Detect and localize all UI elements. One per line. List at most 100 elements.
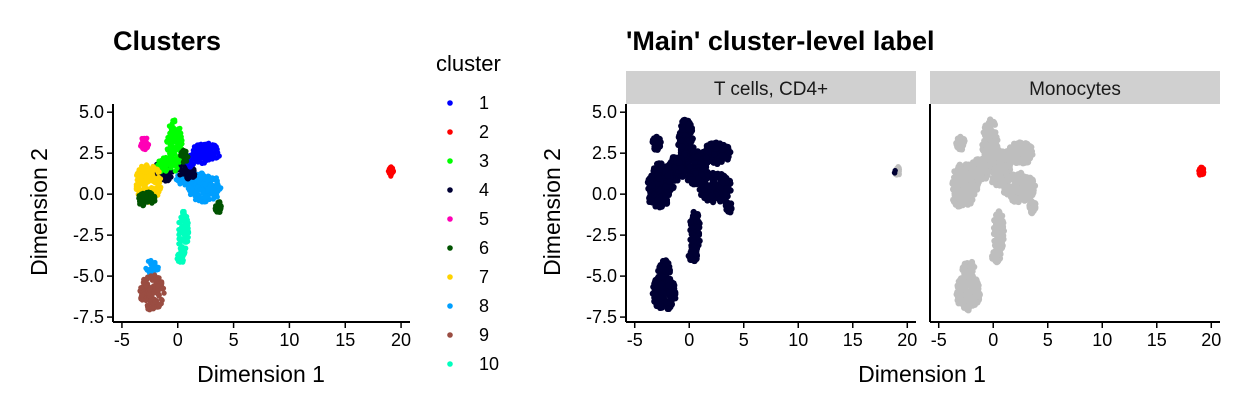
facet-strip-label-t-cells: T cells, CD4+ [714,79,828,100]
point-t-cells [664,305,671,312]
point-background [960,265,968,272]
point-cluster-9 [153,276,159,282]
point-cluster-4 [191,170,197,176]
x-tick-label: 15 [335,330,355,350]
point-cluster-6 [149,199,155,205]
point-background [957,292,965,299]
point-cluster-3 [172,168,178,174]
point-t-cells [694,212,702,219]
point-cluster-7 [134,183,140,190]
point-cluster-8 [148,257,154,264]
point-background [956,164,964,171]
y-tick-label: -5.0 [73,266,104,286]
point-t-cells [725,204,732,211]
point-background [982,175,990,182]
point-cluster-7 [143,180,149,187]
legend-key-7 [447,274,453,280]
point-monocytes [1200,169,1206,175]
x-tick-label: -5 [114,330,130,350]
legend-label-10: 10 [479,354,499,374]
point-t-cells [726,149,733,156]
x-tick-label: 10 [279,330,299,350]
y-tick-label: 0.0 [79,184,104,204]
point-cluster-9 [145,304,151,310]
point-background [993,151,1000,158]
point-background [999,217,1006,225]
point-t-cells [716,196,723,203]
legend-label-6: 6 [479,238,489,258]
point-background [994,223,1001,230]
point-t-cells [685,124,692,132]
point-cluster-4 [165,178,171,184]
point-t-cells [706,183,714,190]
points-facet-t-cells [644,116,903,312]
point-cluster-8 [200,171,206,177]
point-cluster-9 [156,304,162,310]
point-background [1014,150,1021,158]
point-cluster-8 [214,194,220,200]
point-cluster-10 [177,219,183,225]
point-cluster-7 [144,162,150,169]
point-background [960,195,967,203]
y-tick-label: 5.0 [592,102,617,122]
legend-key-9 [447,332,453,338]
point-cluster-8 [152,260,158,267]
point-background [962,303,969,310]
point-background [953,190,960,197]
point-t-cells [655,139,662,146]
point-background [957,133,964,141]
point-cluster-4 [168,174,174,180]
point-t-cells [712,145,720,152]
point-cluster-1 [201,160,207,166]
point-background [974,176,981,184]
x-tick-label: 20 [391,330,411,350]
point-cluster-3 [163,158,169,165]
point-cluster-9 [139,297,145,303]
point-cluster-3 [169,146,175,152]
point-t-cells [720,172,727,179]
point-t-cells [704,148,712,155]
point-cluster-3 [168,129,174,135]
point-cluster-10 [183,230,190,236]
point-background [966,279,973,286]
x-tick-label: 15 [1147,330,1167,350]
point-t-cells [719,142,726,150]
point-background [998,229,1006,236]
point-background [1020,154,1028,161]
x-tick-label: 20 [1201,330,1221,350]
point-t-cells [721,191,729,198]
point-cluster-10 [180,226,186,233]
point-t-cells [652,291,659,298]
x-tick-label: 0 [173,330,183,350]
point-cluster-9 [160,286,166,292]
point-cluster-8 [214,183,220,189]
point-cluster-1 [196,147,202,153]
point-cluster-7 [134,170,140,177]
point-t-cells [708,140,715,147]
point-cluster-1 [187,164,193,170]
point-cluster-9 [155,283,161,289]
y-axis-label-main-label: Dimension 2 [539,148,565,276]
point-t-cells [654,196,661,204]
point-cluster-6 [214,209,220,215]
point-cluster-9 [138,285,144,291]
point-t-cells [676,137,684,144]
point-cluster-3 [167,150,173,156]
legend-key-6 [447,245,453,251]
points-facet-monocytes [949,116,1207,314]
y-axis-label-clusters: Dimension 2 [26,148,52,276]
point-t-cells [688,224,696,231]
point-t-cells [655,175,663,182]
point-cluster-6 [180,147,186,153]
point-cluster-4 [177,172,183,178]
point-t-cells [679,173,686,180]
point-background [896,171,902,177]
point-t-cells [654,160,661,168]
point-cluster-8 [218,185,224,191]
point-cluster-1 [193,144,199,150]
point-t-cells [690,237,697,244]
point-cluster-7 [148,185,155,191]
point-cluster-4 [183,165,189,172]
point-t-cells [664,172,671,179]
point-t-cells [689,135,696,142]
